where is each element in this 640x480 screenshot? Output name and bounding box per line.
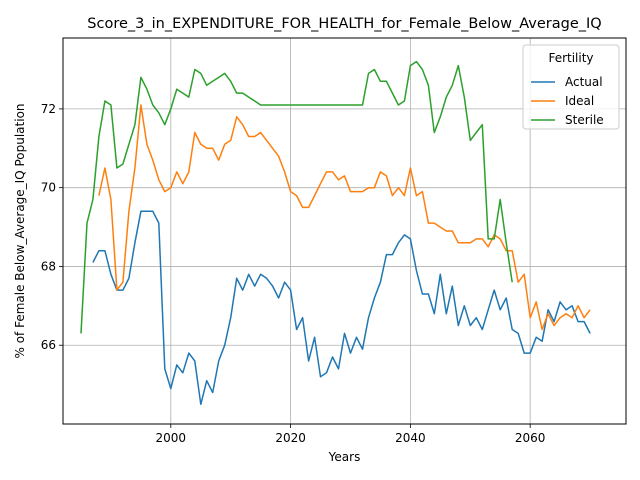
legend-label: Sterile: [565, 113, 604, 127]
x-tick-label: 2020: [275, 431, 306, 445]
x-tick-label: 2000: [156, 431, 187, 445]
legend: Fertility Actual Ideal Sterile: [522, 44, 620, 130]
series-lines: [80, 60, 591, 406]
series-line-ideal: [98, 104, 591, 331]
y-tick-label: 66: [41, 338, 56, 352]
x-tick-label: 2040: [395, 431, 426, 445]
legend-title: Fertility: [548, 51, 593, 65]
chart-title: Score_3_in_EXPENDITURE_FOR_HEALTH_for_Fe…: [87, 16, 601, 32]
legend-items: Actual Ideal Sterile: [531, 75, 604, 127]
y-axis-label: % of Female Below_Average_IQ Population: [13, 103, 27, 358]
series-line-actual: [92, 210, 591, 406]
plot-area-frame: [62, 37, 627, 425]
x-tick-label: 2060: [515, 431, 546, 445]
y-tick-label: 72: [41, 102, 56, 116]
legend-label: Ideal: [565, 94, 594, 108]
series-line-sterile: [80, 60, 513, 334]
legend-label: Actual: [565, 75, 603, 89]
y-tick-label: 70: [41, 181, 56, 195]
x-axis-label: Years: [328, 450, 361, 464]
y-axis: 66 68 70 72: [41, 102, 63, 352]
legend-box: [522, 44, 620, 130]
x-axis: 2000 2020 2040 2060: [156, 424, 546, 445]
y-tick-label: 68: [41, 259, 56, 273]
